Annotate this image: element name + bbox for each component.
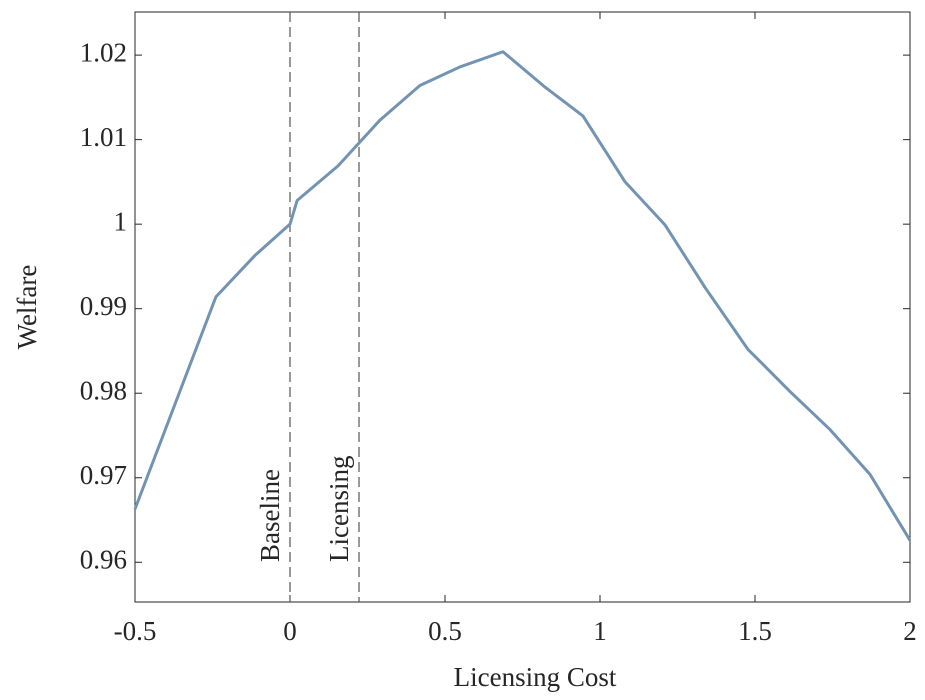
plot-frame — [134, 11, 911, 603]
x-tick-label: 1.5 — [738, 616, 772, 646]
x-tick-label: 2 — [903, 616, 917, 646]
x-tick-label: 0 — [283, 616, 297, 646]
y-tick-label: 0.98 — [80, 375, 127, 405]
y-tick-label: 1 — [114, 206, 128, 236]
y-tick-label: 1.02 — [80, 37, 127, 67]
x-tick-label: 0.5 — [428, 616, 462, 646]
y-tick-label: 1.01 — [80, 122, 127, 152]
reference-label: Licensing — [324, 456, 354, 562]
reference-label: Baseline — [255, 469, 285, 562]
y-tick-label: 0.96 — [80, 544, 127, 574]
data-line — [133, 50, 912, 542]
y-tick-label: 0.99 — [80, 291, 127, 321]
x-tick-label: 1 — [593, 616, 607, 646]
y-tick-label: 0.97 — [80, 460, 127, 490]
y-axis-label: Welfare — [12, 265, 42, 350]
x-axis-label: Licensing Cost — [454, 662, 617, 692]
x-tick-label: -0.5 — [114, 616, 157, 646]
